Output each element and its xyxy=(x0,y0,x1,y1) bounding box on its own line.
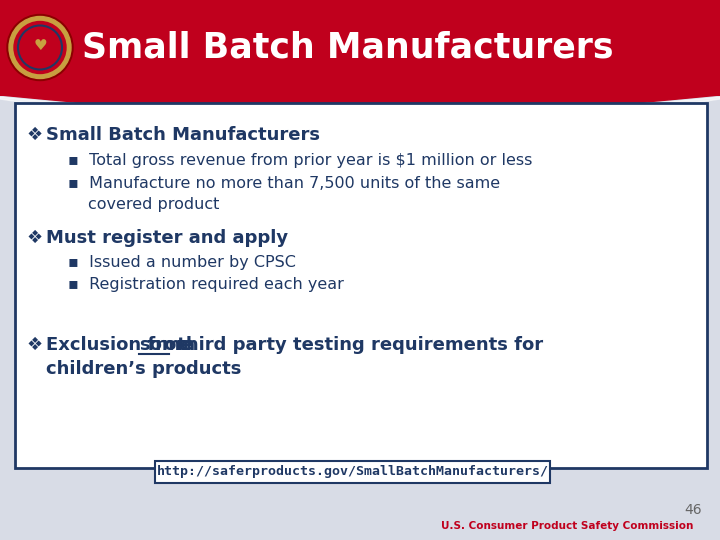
Text: ▪  Manufacture no more than 7,500 units of the same: ▪ Manufacture no more than 7,500 units o… xyxy=(68,177,500,192)
Text: ❖: ❖ xyxy=(26,336,42,354)
Text: Small Batch Manufacturers: Small Batch Manufacturers xyxy=(46,126,320,144)
Text: Exclusion from: Exclusion from xyxy=(46,336,202,354)
Text: http://saferproducts.gov/SmallBatchManufacturers/: http://saferproducts.gov/SmallBatchManuf… xyxy=(156,465,549,478)
Text: ♥: ♥ xyxy=(33,38,47,53)
FancyBboxPatch shape xyxy=(15,103,707,468)
Ellipse shape xyxy=(155,279,205,411)
Text: Must register and apply: Must register and apply xyxy=(46,229,288,247)
Ellipse shape xyxy=(171,292,205,429)
Text: covered product: covered product xyxy=(88,198,220,213)
Circle shape xyxy=(9,17,71,78)
Text: some: some xyxy=(139,336,193,354)
Text: U.S. Consumer Product Safety Commission: U.S. Consumer Product Safety Commission xyxy=(441,521,693,531)
Ellipse shape xyxy=(79,234,201,306)
Ellipse shape xyxy=(122,258,206,372)
FancyBboxPatch shape xyxy=(155,461,550,483)
Text: ❖: ❖ xyxy=(26,229,42,247)
Text: ▪  Issued a number by CPSC: ▪ Issued a number by CPSC xyxy=(68,254,296,269)
Circle shape xyxy=(14,22,66,73)
Text: ▪  Total gross revenue from prior year is $1 million or less: ▪ Total gross revenue from prior year is… xyxy=(68,152,532,167)
Text: ❖: ❖ xyxy=(26,126,42,144)
Ellipse shape xyxy=(107,249,205,351)
Circle shape xyxy=(7,15,73,80)
Text: third party testing requirements for: third party testing requirements for xyxy=(171,336,543,354)
Bar xyxy=(0,0,720,95)
Text: Small Batch Manufacturers: Small Batch Manufacturers xyxy=(82,30,613,64)
Text: 46: 46 xyxy=(684,503,702,517)
Ellipse shape xyxy=(93,241,204,329)
Ellipse shape xyxy=(138,268,206,392)
Ellipse shape xyxy=(186,305,206,445)
Text: children’s products: children’s products xyxy=(46,360,241,378)
Text: ▪  Registration required each year: ▪ Registration required each year xyxy=(68,276,344,292)
